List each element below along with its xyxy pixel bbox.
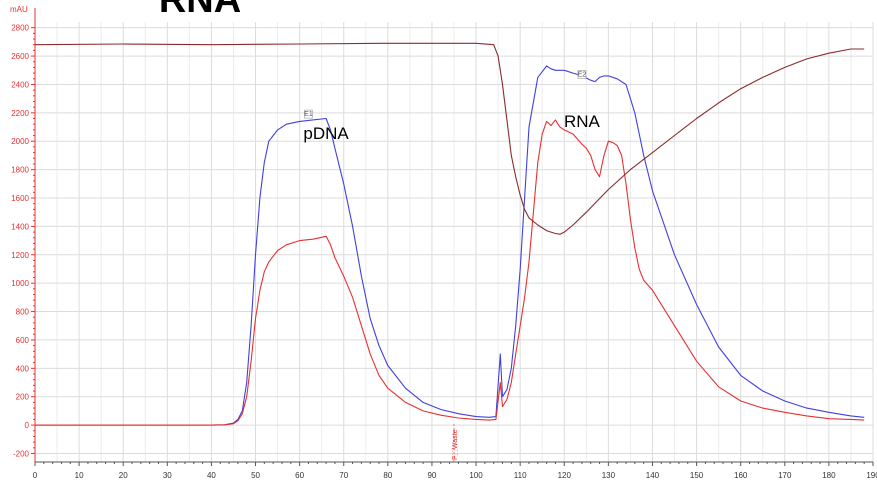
x-tick-label: 50 xyxy=(251,471,260,480)
y-tick-label: 1200 xyxy=(11,251,29,260)
x-tick-label: 20 xyxy=(119,471,128,480)
x-tick-label: 40 xyxy=(207,471,216,480)
y-tick-label: 2400 xyxy=(11,80,29,89)
x-tick-label: 110 xyxy=(514,471,527,480)
y-tick-label: 200 xyxy=(16,393,30,402)
series-line-1 xyxy=(35,119,865,426)
fraction-marker-box xyxy=(304,109,313,119)
x-tick-label: 70 xyxy=(339,471,348,480)
fraction-marker-label: E1 xyxy=(304,111,313,118)
fraction-marker-label: E2 xyxy=(578,71,587,78)
fraction-marker-box xyxy=(577,70,587,79)
x-tick-label: 60 xyxy=(295,471,304,480)
x-tick-label: 180 xyxy=(822,471,836,480)
y-tick-label: 2600 xyxy=(11,52,29,61)
waste-marker-label: F⬚Waste xyxy=(452,429,459,460)
series-line-2 xyxy=(34,42,865,235)
y-tick-label: 1400 xyxy=(11,222,29,231)
y-tick-label: 1800 xyxy=(11,166,29,175)
x-tick-label: 30 xyxy=(163,471,172,480)
x-tick-label: 0 xyxy=(33,471,38,480)
x-tick-label: 160 xyxy=(734,471,748,480)
x-tick-label: 80 xyxy=(383,471,392,480)
y-axis-unit-label: mAU xyxy=(10,5,28,14)
y-tick-label: -200 xyxy=(13,449,30,458)
y-tick-label: 0 xyxy=(25,421,30,430)
y-tick-label: 1000 xyxy=(11,279,29,288)
y-tick-label: 400 xyxy=(16,364,30,373)
x-tick-label: 100 xyxy=(469,471,483,480)
x-tick-label: 150 xyxy=(690,471,704,480)
x-tick-label: 140 xyxy=(646,471,660,480)
x-tick-label: 190 xyxy=(866,471,877,480)
y-tick-label: 600 xyxy=(16,336,30,345)
annotation-rna: RNA xyxy=(564,112,601,131)
y-tick-label: 2000 xyxy=(11,137,29,146)
y-tick-label: 2800 xyxy=(11,24,29,33)
chart-title: RNA xyxy=(159,0,241,21)
x-tick-label: 10 xyxy=(75,471,84,480)
x-tick-label: 120 xyxy=(558,471,572,480)
y-tick-label: 800 xyxy=(16,308,30,317)
y-tick-label: 2200 xyxy=(11,109,29,118)
x-tick-label: 170 xyxy=(778,471,792,480)
x-tick-label: 90 xyxy=(427,471,436,480)
y-tick-label: 1600 xyxy=(11,194,29,203)
series-line-0 xyxy=(35,65,865,426)
annotation-pdna: pDNA xyxy=(303,124,349,143)
x-tick-label: 130 xyxy=(602,471,616,480)
